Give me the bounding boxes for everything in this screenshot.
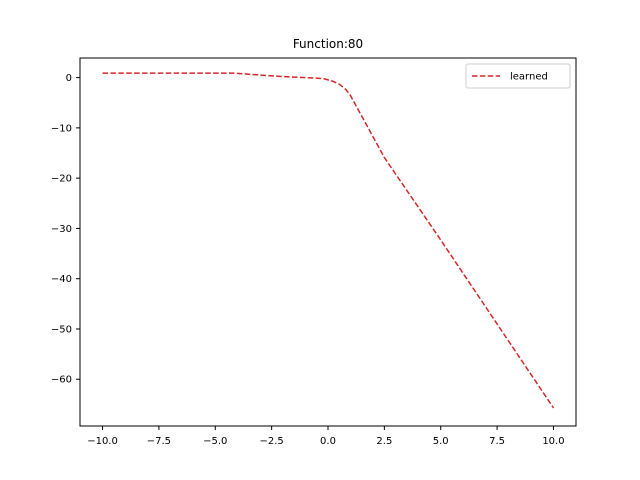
legend-box [465,63,571,89]
series-line-learned [102,72,555,409]
chart-title: Function:80 [293,37,363,51]
series-layer [102,72,555,409]
y-tick-label: −60 [51,375,72,386]
y-tick-label: −30 [51,224,72,235]
y-tick-label: −40 [51,274,72,285]
plot-frame [79,57,577,427]
x-tick-label: 5.0 [433,436,449,447]
y-tick-label: −20 [51,174,72,185]
y-axis: 0 −10 −20 −30 −40 −50 −60 [51,73,80,386]
x-tick-label: −5.0 [203,436,227,447]
x-tick-label: 10.0 [542,436,564,447]
plot-area [79,57,577,427]
x-tick-label: 2.5 [376,436,392,447]
x-tick-label: 0.0 [320,436,336,447]
y-tick-label: 0 [66,73,72,84]
legend: learned [465,63,571,89]
y-tick-label: −10 [51,123,72,134]
legend-label: learned [510,72,548,83]
x-axis: −10.0 −7.5 −5.0 −2.5 0.0 2.5 5.0 7.5 10.0 [87,426,565,447]
x-tick-label: 7.5 [489,436,505,447]
x-tick-label: −2.5 [259,436,283,447]
x-tick-label: −10.0 [87,436,118,447]
x-tick-label: −7.5 [147,436,171,447]
y-tick-label: −50 [51,324,72,335]
